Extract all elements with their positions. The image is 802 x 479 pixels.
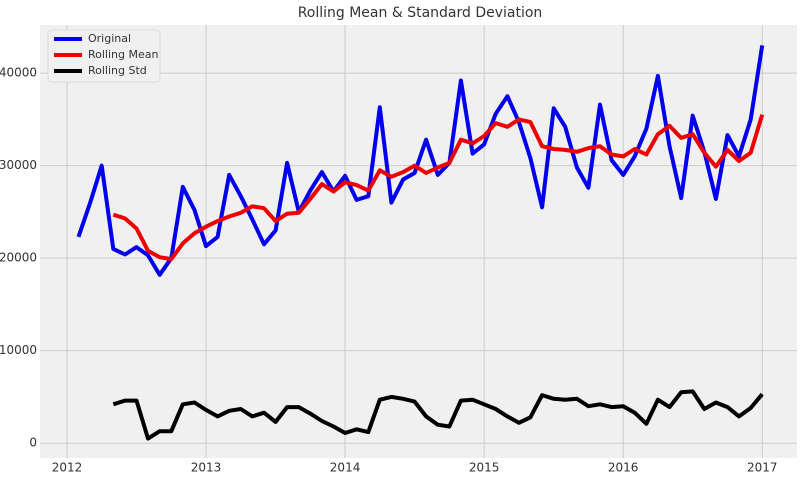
line-series [76,45,765,277]
x-tick-label: 2016 [608,461,639,475]
y-tick-label: 0 [29,436,37,450]
plot-area [40,25,797,458]
x-tick-label: 2013 [191,461,222,475]
legend-label: Original [88,32,131,45]
x-tick-label: 2014 [330,461,361,475]
legend-label: Rolling Mean [88,48,158,61]
chart-title: Rolling Mean & Standard Deviation [298,5,543,21]
y-tick-label: 40000 [0,66,37,80]
y-tick-label: 30000 [0,158,37,172]
x-tick-label: 2012 [52,461,83,475]
legend-label: Rolling Std [88,64,147,77]
x-tick-label: 2017 [747,461,778,475]
x-tick-label: 2015 [469,461,500,475]
legend: Original Rolling Mean Rolling Std [47,29,161,83]
y-tick-label: 10000 [0,343,37,357]
line-series [112,114,765,262]
y-tick-label: 20000 [0,251,37,265]
line-series [112,389,764,441]
